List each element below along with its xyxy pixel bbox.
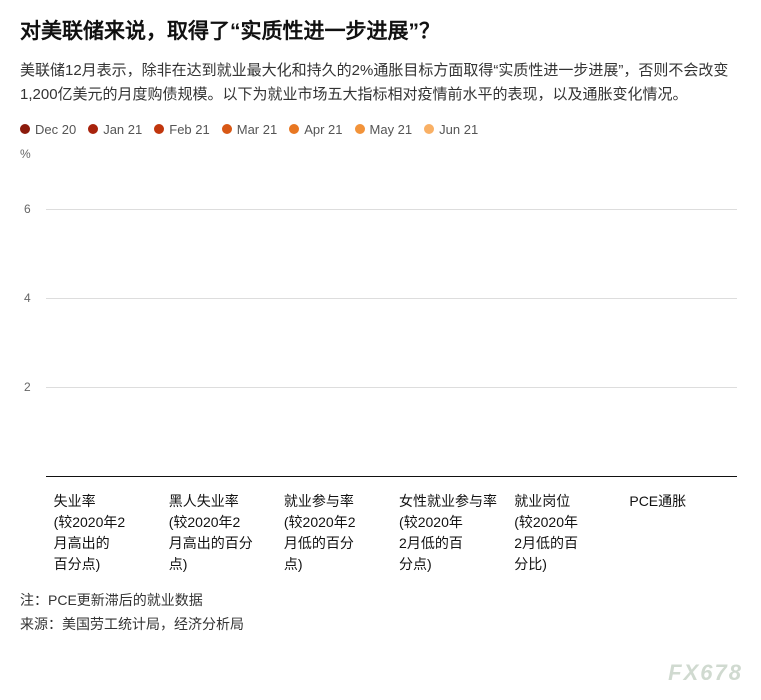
footnote-note: 注：PCE更新滞后的就业数据 xyxy=(20,589,741,613)
y-tick-label: 4 xyxy=(24,291,31,305)
legend-item: Dec 20 xyxy=(20,122,76,137)
legend-item: Apr 21 xyxy=(289,122,342,137)
legend-color-dot xyxy=(289,124,299,134)
x-tick-label: 失业率(较2020年2月高出的百分点) xyxy=(54,485,154,575)
legend-color-dot xyxy=(88,124,98,134)
legend-label: Jun 21 xyxy=(439,122,478,137)
legend-color-dot xyxy=(222,124,232,134)
x-tick-label: 就业岗位(较2020年2月低的百分比) xyxy=(514,485,614,575)
x-tick-label: 女性就业参与率(较2020年2月低的百分点) xyxy=(399,485,499,575)
y-tick-label: 2 xyxy=(24,380,31,394)
gridline xyxy=(46,209,737,210)
legend-label: Apr 21 xyxy=(304,122,342,137)
chart-description: 美联储12月表示，除非在达到就业最大化和持久的2%通胀目标方面取得“实质性进一步… xyxy=(20,59,741,106)
legend-label: Feb 21 xyxy=(169,122,209,137)
legend-color-dot xyxy=(154,124,164,134)
legend-label: May 21 xyxy=(370,122,413,137)
bar-groups xyxy=(46,165,737,476)
legend-label: Mar 21 xyxy=(237,122,277,137)
legend-label: Jan 21 xyxy=(103,122,142,137)
legend-label: Dec 20 xyxy=(35,122,76,137)
legend-color-dot xyxy=(424,124,434,134)
legend-item: Feb 21 xyxy=(154,122,209,137)
y-tick-label: 6 xyxy=(24,202,31,216)
legend-item: May 21 xyxy=(355,122,413,137)
legend-item: Mar 21 xyxy=(222,122,277,137)
gridline xyxy=(46,387,737,388)
x-tick-label: PCE通胀 xyxy=(629,485,729,575)
gridline xyxy=(46,298,737,299)
x-tick-label: 就业参与率(较2020年2月低的百分点) xyxy=(284,485,384,575)
x-tick-label: 黑人失业率(较2020年2月高出的百分点) xyxy=(169,485,269,575)
legend-item: Jan 21 xyxy=(88,122,142,137)
chart-area: % 246 xyxy=(20,147,741,477)
legend-item: Jun 21 xyxy=(424,122,478,137)
plot-area: 246 xyxy=(46,165,737,477)
watermark: FX678 xyxy=(668,660,743,686)
legend: Dec 20 Jan 21 Feb 21 Mar 21 Apr 21 May 21 Jun … xyxy=(20,122,741,137)
footnote-source: 来源：美国劳工统计局，经济分析局 xyxy=(20,613,741,637)
y-axis-unit: % xyxy=(20,147,31,161)
legend-color-dot xyxy=(20,124,30,134)
legend-color-dot xyxy=(355,124,365,134)
chart-title: 对美联储来说，取得了“实质性进一步进展”？ xyxy=(20,18,741,45)
footnotes: 注：PCE更新滞后的就业数据 来源：美国劳工统计局，经济分析局 xyxy=(20,589,741,637)
x-axis-labels: 失业率(较2020年2月高出的百分点)黑人失业率(较2020年2月高出的百分点)… xyxy=(46,485,737,575)
